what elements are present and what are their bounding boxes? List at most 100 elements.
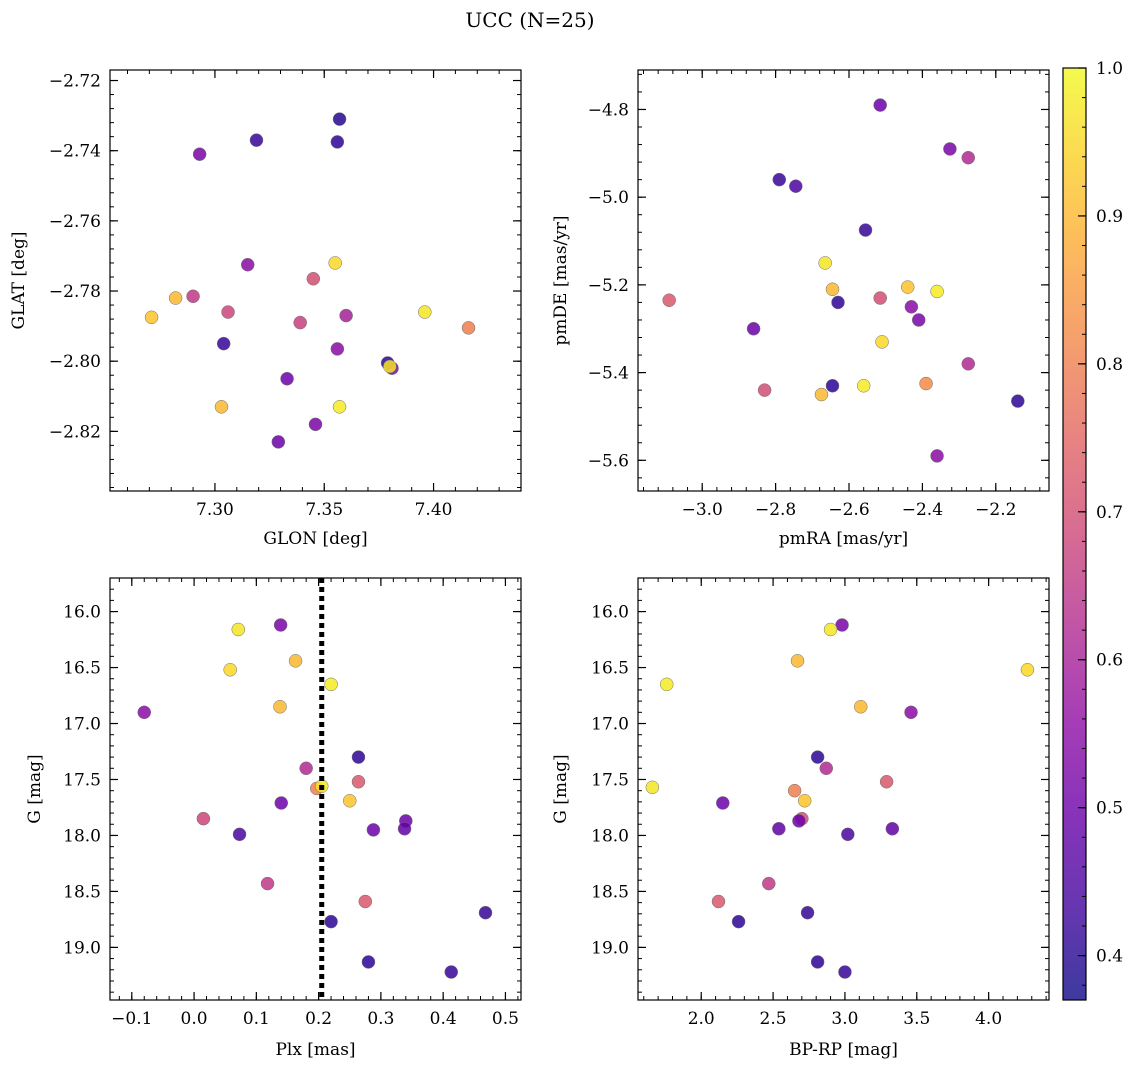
scatter-point xyxy=(762,876,776,891)
colorbar-tick-label: 0.7 xyxy=(1096,503,1123,523)
scatter-point xyxy=(911,313,926,327)
scatter-point xyxy=(810,750,825,764)
scatter-point xyxy=(792,814,806,828)
y-tick-label: 17.5 xyxy=(63,770,101,790)
colorbar-gradient xyxy=(1062,67,1087,1001)
scatter-point xyxy=(814,387,829,402)
y-tick-label: 17.0 xyxy=(591,715,629,735)
x-axis-label: Plx [mas] xyxy=(275,1040,355,1060)
scatter-point xyxy=(343,794,357,808)
x-tick-label: 7.35 xyxy=(305,500,343,520)
scatter-point xyxy=(772,821,786,836)
x-tick-label: −2.4 xyxy=(902,500,943,520)
scatter-point xyxy=(249,133,264,147)
x-axis-label: BP-RP [mag] xyxy=(789,1040,898,1060)
scatter-point xyxy=(757,383,772,397)
scatter-point xyxy=(838,965,852,979)
x-tick-label: −0.1 xyxy=(111,1009,152,1029)
scatter-point xyxy=(332,400,347,414)
scatter-point xyxy=(274,796,288,810)
y-tick-label: 18.0 xyxy=(591,826,629,846)
y-tick-label: −5.0 xyxy=(588,188,629,208)
colorbar-tick-label: 1.0 xyxy=(1096,59,1123,79)
scatter-point xyxy=(293,315,307,330)
scatter-point xyxy=(260,876,275,891)
y-tick-label: 18.5 xyxy=(63,882,101,902)
y-tick-label: −5.2 xyxy=(588,276,629,296)
scatter-point xyxy=(961,150,976,165)
y-axis-label: G [mag] xyxy=(25,754,45,823)
scatter-panel-1: 7.30 7.35 7.40 −2.72 −2.74 −2.76 −2.78 −2.80 −2.… xyxy=(9,69,522,549)
colorbar-tick-label: 0.8 xyxy=(1096,355,1123,375)
x-tick-label: 2.0 xyxy=(688,1009,715,1029)
figure-title: UCC (N=25) xyxy=(465,8,594,32)
x-tick-label: −2.2 xyxy=(975,500,1016,520)
axes-frame xyxy=(637,577,1050,1001)
y-tick-label: −2.74 xyxy=(49,142,101,162)
scatter-point xyxy=(790,654,805,668)
scatter-point xyxy=(919,376,933,391)
scatter-point xyxy=(280,371,294,386)
scatter-point xyxy=(461,321,476,335)
colorbar-tick-label: 0.6 xyxy=(1096,651,1123,671)
scatter-panel-4: 2.0 2.5 3.0 3.5 4.0 16.0 16.5 17.0 17.5 18.0 18.5 1… xyxy=(551,577,1050,1060)
scatter-point xyxy=(943,142,957,156)
scatter-point xyxy=(825,379,840,393)
scatter-point xyxy=(930,284,944,299)
scatter-point xyxy=(810,955,825,969)
scatter-point xyxy=(186,289,200,304)
scatter-point xyxy=(789,179,803,193)
scatter-point xyxy=(240,257,255,272)
scatter-point xyxy=(835,618,849,632)
scatter-point xyxy=(273,699,287,714)
axes-frame xyxy=(109,69,522,492)
axes-frame xyxy=(109,577,522,1001)
y-axis-label: G [mag] xyxy=(551,754,571,823)
scatter-point xyxy=(273,618,288,632)
y-tick-label: 16.5 xyxy=(591,659,629,679)
scatter-point xyxy=(339,308,353,323)
y-tick-label: −5.4 xyxy=(588,364,629,384)
x-tick-label: 7.40 xyxy=(415,500,453,520)
scatter-point xyxy=(853,699,868,714)
scatter-point xyxy=(831,295,845,310)
scatter-point xyxy=(875,335,889,349)
y-tick-label: −2.78 xyxy=(49,282,101,302)
x-tick-label: 0.5 xyxy=(492,1009,519,1029)
scatter-point xyxy=(330,342,345,356)
scatter-point xyxy=(288,654,303,668)
scatter-point xyxy=(879,774,894,789)
scatter-point xyxy=(873,98,887,112)
scatter-point xyxy=(397,821,412,836)
y-axis-label: GLAT [deg] xyxy=(9,231,29,329)
scatter-point xyxy=(330,135,345,149)
scatter-point xyxy=(324,677,338,692)
scatter-point xyxy=(383,359,397,374)
scatter-point xyxy=(823,622,838,637)
scatter-point xyxy=(1020,663,1035,677)
scatter-point xyxy=(216,336,231,351)
scatter-point xyxy=(418,305,432,319)
scatter-point xyxy=(904,300,919,314)
colorbar-tick-label: 0.4 xyxy=(1096,947,1123,967)
scatter-point xyxy=(841,827,855,842)
y-tick-label: −2.72 xyxy=(49,72,101,92)
scatter-point xyxy=(192,147,207,161)
y-tick-label: −4.8 xyxy=(588,100,629,120)
scatter-point xyxy=(221,305,235,319)
scatter-point xyxy=(858,223,873,237)
x-tick-label: −2.6 xyxy=(828,500,869,520)
x-tick-label: −3.0 xyxy=(682,500,723,520)
scatter-point xyxy=(885,821,900,836)
scatter-point xyxy=(168,291,183,305)
scatter-point xyxy=(662,293,676,307)
y-tick-label: 16.5 xyxy=(63,659,101,679)
scatter-point xyxy=(746,321,761,336)
scatter-point xyxy=(716,796,730,810)
scatter-point xyxy=(904,705,918,720)
y-tick-label: 16.0 xyxy=(591,603,629,623)
x-tick-label: 3.0 xyxy=(831,1009,858,1029)
x-tick-label: 0.1 xyxy=(243,1009,270,1029)
scatter-point xyxy=(358,894,373,909)
scatter-point xyxy=(731,914,746,929)
